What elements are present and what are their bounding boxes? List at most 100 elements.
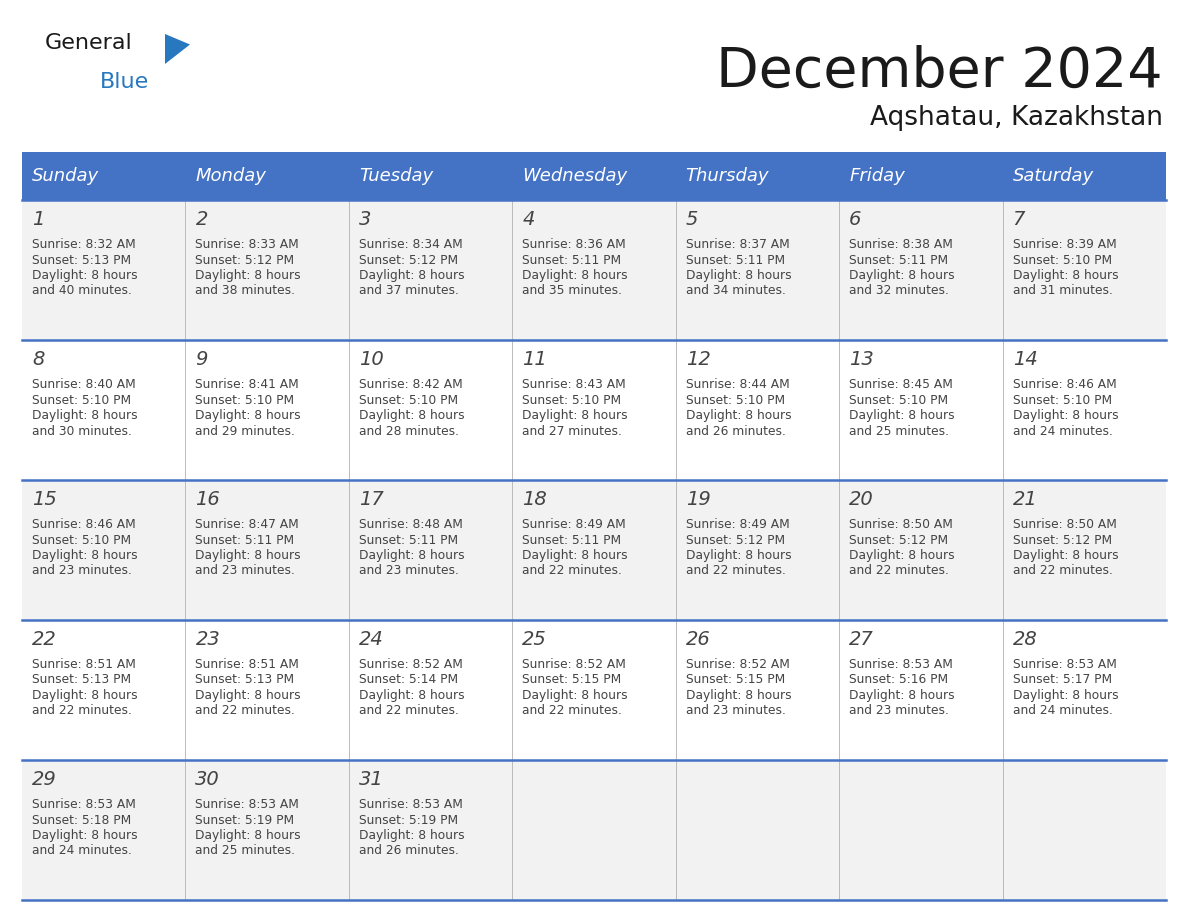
Text: Daylight: 8 hours: Daylight: 8 hours [685,549,791,562]
Text: 2: 2 [196,210,208,229]
Text: Sunrise: 8:49 AM: Sunrise: 8:49 AM [523,518,626,531]
Text: Sunset: 5:12 PM: Sunset: 5:12 PM [849,533,948,546]
Text: 17: 17 [359,490,384,509]
Text: Sunset: 5:11 PM: Sunset: 5:11 PM [523,533,621,546]
Text: Sunrise: 8:34 AM: Sunrise: 8:34 AM [359,238,462,251]
Text: 8: 8 [32,350,44,369]
Text: Saturday: Saturday [1012,167,1094,185]
Text: Daylight: 8 hours: Daylight: 8 hours [359,549,465,562]
Text: 1: 1 [32,210,44,229]
Text: Sunset: 5:19 PM: Sunset: 5:19 PM [359,813,459,826]
Text: Sunrise: 8:41 AM: Sunrise: 8:41 AM [196,378,299,391]
Text: and 32 minutes.: and 32 minutes. [849,285,949,297]
Text: Sunset: 5:10 PM: Sunset: 5:10 PM [849,394,948,407]
Text: and 22 minutes.: and 22 minutes. [1012,565,1112,577]
Text: Sunrise: 8:32 AM: Sunrise: 8:32 AM [32,238,135,251]
Text: Sunset: 5:13 PM: Sunset: 5:13 PM [32,253,131,266]
Text: Sunset: 5:13 PM: Sunset: 5:13 PM [32,674,131,687]
Text: Daylight: 8 hours: Daylight: 8 hours [849,269,955,282]
Bar [23,340,1165,480]
Text: Daylight: 8 hours: Daylight: 8 hours [196,549,301,562]
Text: Daylight: 8 hours: Daylight: 8 hours [523,689,628,702]
Text: Daylight: 8 hours: Daylight: 8 hours [196,689,301,702]
Text: 16: 16 [196,490,220,509]
Polygon shape [165,34,190,64]
Text: and 22 minutes.: and 22 minutes. [32,704,132,718]
Text: Daylight: 8 hours: Daylight: 8 hours [359,269,465,282]
Text: 20: 20 [849,490,874,509]
Text: Daylight: 8 hours: Daylight: 8 hours [196,409,301,422]
Text: Sunset: 5:15 PM: Sunset: 5:15 PM [523,674,621,687]
Text: and 24 minutes.: and 24 minutes. [32,845,132,857]
Text: Daylight: 8 hours: Daylight: 8 hours [196,269,301,282]
Text: 18: 18 [523,490,546,509]
Text: Sunrise: 8:53 AM: Sunrise: 8:53 AM [359,798,463,811]
Text: Daylight: 8 hours: Daylight: 8 hours [32,549,138,562]
Text: Sunrise: 8:53 AM: Sunrise: 8:53 AM [196,798,299,811]
Text: Sunset: 5:17 PM: Sunset: 5:17 PM [1012,674,1112,687]
Text: 28: 28 [1012,630,1037,649]
Bar [23,480,1165,620]
Text: and 25 minutes.: and 25 minutes. [849,424,949,438]
Text: Sunset: 5:16 PM: Sunset: 5:16 PM [849,674,948,687]
Text: Sunset: 5:11 PM: Sunset: 5:11 PM [196,533,295,546]
Text: December 2024: December 2024 [716,45,1163,99]
Text: Sunrise: 8:46 AM: Sunrise: 8:46 AM [32,518,135,531]
Text: Daylight: 8 hours: Daylight: 8 hours [523,269,628,282]
Bar [23,200,1165,340]
Text: Sunrise: 8:50 AM: Sunrise: 8:50 AM [1012,518,1117,531]
Text: 5: 5 [685,210,699,229]
Text: and 23 minutes.: and 23 minutes. [685,704,785,718]
Text: Friday: Friday [849,167,905,185]
Text: General: General [45,33,133,53]
Text: Sunset: 5:10 PM: Sunset: 5:10 PM [32,533,131,546]
Text: and 26 minutes.: and 26 minutes. [685,424,785,438]
Text: 30: 30 [196,770,220,789]
Text: Sunrise: 8:53 AM: Sunrise: 8:53 AM [849,658,953,671]
Text: Sunset: 5:10 PM: Sunset: 5:10 PM [359,394,459,407]
Text: Daylight: 8 hours: Daylight: 8 hours [523,549,628,562]
Text: Sunset: 5:11 PM: Sunset: 5:11 PM [685,253,785,266]
Text: Tuesday: Tuesday [359,167,432,185]
Text: Sunrise: 8:42 AM: Sunrise: 8:42 AM [359,378,462,391]
Text: Sunset: 5:10 PM: Sunset: 5:10 PM [523,394,621,407]
Text: Sunset: 5:14 PM: Sunset: 5:14 PM [359,674,459,687]
Text: 19: 19 [685,490,710,509]
Text: and 23 minutes.: and 23 minutes. [196,565,296,577]
Text: and 22 minutes.: and 22 minutes. [359,704,459,718]
Text: Sunrise: 8:53 AM: Sunrise: 8:53 AM [32,798,135,811]
Text: Sunrise: 8:50 AM: Sunrise: 8:50 AM [849,518,953,531]
Text: Daylight: 8 hours: Daylight: 8 hours [359,689,465,702]
Text: 10: 10 [359,350,384,369]
Text: and 26 minutes.: and 26 minutes. [359,845,459,857]
Text: and 35 minutes.: and 35 minutes. [523,285,623,297]
Text: 13: 13 [849,350,874,369]
Text: Sunset: 5:10 PM: Sunset: 5:10 PM [1012,253,1112,266]
Text: Daylight: 8 hours: Daylight: 8 hours [32,269,138,282]
Text: Sunrise: 8:38 AM: Sunrise: 8:38 AM [849,238,953,251]
Text: and 22 minutes.: and 22 minutes. [849,565,949,577]
Text: 3: 3 [359,210,371,229]
Text: and 22 minutes.: and 22 minutes. [196,704,296,718]
Bar [23,620,1165,760]
Text: 6: 6 [849,210,861,229]
Text: Sunrise: 8:51 AM: Sunrise: 8:51 AM [32,658,135,671]
Text: and 22 minutes.: and 22 minutes. [523,565,623,577]
Text: Sunrise: 8:49 AM: Sunrise: 8:49 AM [685,518,790,531]
Text: Sunset: 5:12 PM: Sunset: 5:12 PM [685,533,785,546]
Text: and 24 minutes.: and 24 minutes. [1012,424,1112,438]
Text: and 34 minutes.: and 34 minutes. [685,285,785,297]
Text: Sunrise: 8:37 AM: Sunrise: 8:37 AM [685,238,790,251]
Text: Sunrise: 8:52 AM: Sunrise: 8:52 AM [359,658,463,671]
Text: and 37 minutes.: and 37 minutes. [359,285,459,297]
Text: Daylight: 8 hours: Daylight: 8 hours [685,269,791,282]
Text: Sunrise: 8:46 AM: Sunrise: 8:46 AM [1012,378,1117,391]
Text: Sunset: 5:10 PM: Sunset: 5:10 PM [32,394,131,407]
Text: Daylight: 8 hours: Daylight: 8 hours [849,549,955,562]
Text: Sunset: 5:10 PM: Sunset: 5:10 PM [196,394,295,407]
Text: and 23 minutes.: and 23 minutes. [359,565,459,577]
Text: Sunrise: 8:48 AM: Sunrise: 8:48 AM [359,518,463,531]
Text: Sunset: 5:12 PM: Sunset: 5:12 PM [359,253,459,266]
Text: Sunset: 5:11 PM: Sunset: 5:11 PM [523,253,621,266]
Text: Sunset: 5:10 PM: Sunset: 5:10 PM [1012,394,1112,407]
